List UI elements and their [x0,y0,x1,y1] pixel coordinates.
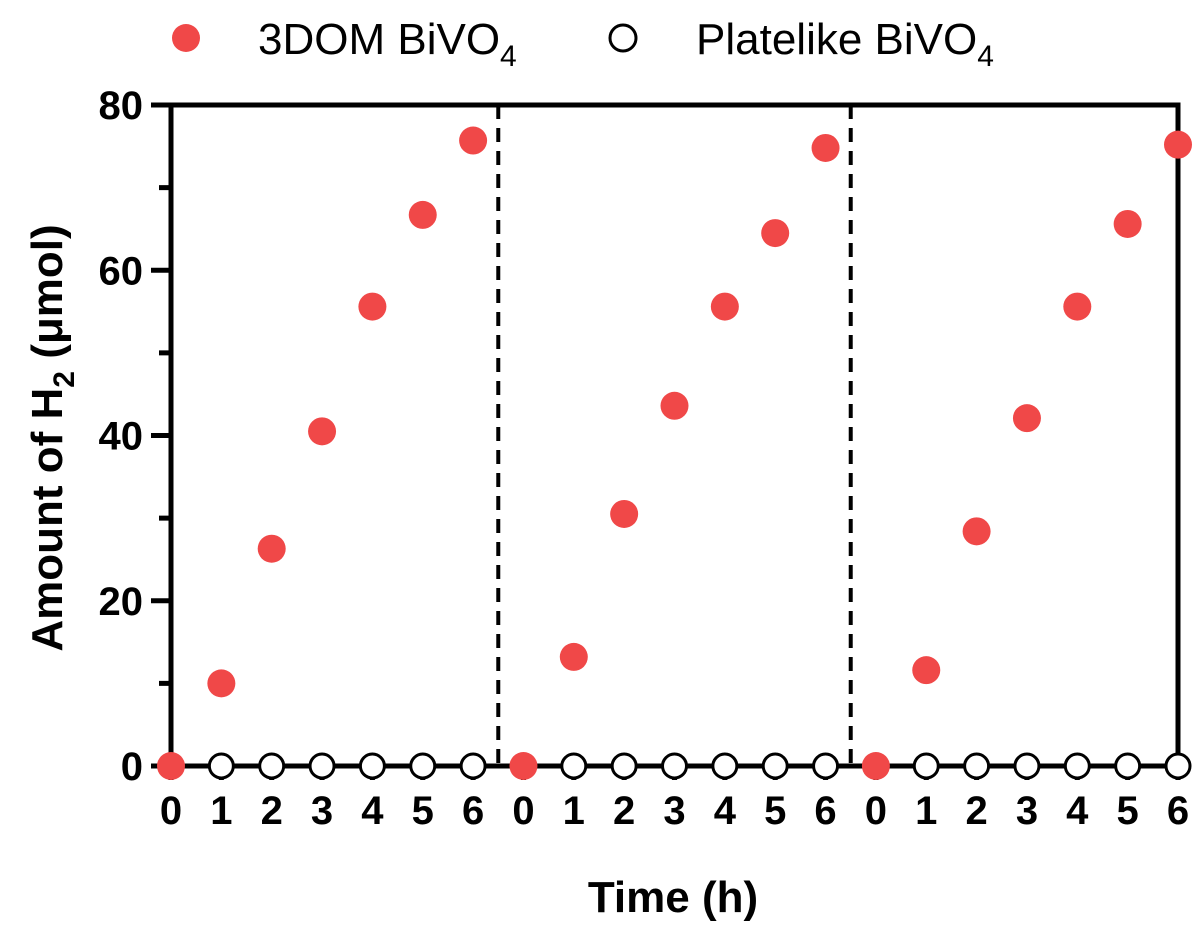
point-3dom [761,219,790,248]
point-platelike [207,752,235,780]
point-platelike [1114,752,1142,780]
point-3dom [408,200,437,229]
point-3dom [610,499,639,528]
point-3dom [1063,292,1092,321]
y-tick-label: 20 [99,580,144,624]
point-platelike [258,752,286,780]
x-tick-label: 3 [311,789,333,833]
x-tick-label: 6 [1167,789,1189,833]
x-tick-label: 0 [160,789,182,833]
legend-marker-3dom [172,24,200,52]
x-tick-label: 6 [462,789,484,833]
point-3dom [308,417,337,446]
point-platelike [912,752,940,780]
point-platelike [761,752,789,780]
x-tick-label: 5 [1117,789,1139,833]
y-tick-label: 80 [99,84,144,128]
point-platelike [963,752,991,780]
x-tick-label: 5 [412,789,434,833]
point-3dom [358,292,387,321]
x-tick-label: 4 [1066,789,1089,833]
point-3dom [559,642,588,671]
x-tick-label: 6 [814,789,836,833]
point-3dom [861,752,890,780]
legend: 3DOM BiVO4 Platelike BiVO4 [172,15,994,73]
point-platelike [711,752,739,780]
point-3dom [1012,404,1041,433]
point-platelike [661,752,688,780]
point-platelike [1164,752,1192,780]
point-3dom [1113,209,1142,238]
point-3dom [207,669,236,698]
point-platelike [560,752,588,780]
x-tick-label: 4 [714,789,737,833]
x-tick-label: 1 [563,789,585,833]
point-3dom [509,752,538,780]
point-platelike [1063,752,1091,780]
x-tick-label: 4 [361,789,384,833]
x-tick-label: 0 [512,789,534,833]
legend-label-platelike: Platelike BiVO4 [696,15,994,73]
x-tick-label: 2 [965,789,987,833]
point-3dom [811,133,840,162]
point-3dom [157,752,185,780]
y-axis-title: Amount of H2 (μmol) [23,224,81,651]
y-tick-label: 40 [99,415,144,459]
point-platelike [610,752,638,780]
legend-label-3dom: 3DOM BiVO4 [258,15,517,73]
point-3dom [962,517,991,546]
x-tick-label: 1 [915,789,937,833]
point-3dom [710,292,739,321]
x-tick-label: 3 [1016,789,1038,833]
point-3dom [660,391,689,420]
x-tick-label: 0 [865,789,887,833]
y-axis: 0 20 40 60 80 [99,84,171,789]
x-tick-label: 5 [764,789,786,833]
y-tick-label: 0 [121,745,143,789]
point-3dom [1164,130,1192,159]
x-tick-label: 1 [210,789,232,833]
x-tick-label: 2 [613,789,635,833]
point-platelike [459,752,487,780]
x-axis-title: Time (h) [588,873,758,922]
point-3dom [257,534,286,563]
x-tick-label: 2 [261,789,283,833]
point-platelike [358,752,386,780]
point-platelike [812,752,840,780]
point-platelike [308,752,336,780]
point-3dom [459,126,488,155]
point-platelike [1013,752,1041,780]
cycle-separators [496,105,853,766]
point-platelike [409,752,437,780]
point-3dom [912,656,941,685]
x-tick-label: 3 [663,789,685,833]
data-points [157,126,1192,780]
y-tick-label: 60 [99,249,144,293]
legend-marker-platelike [608,23,638,53]
